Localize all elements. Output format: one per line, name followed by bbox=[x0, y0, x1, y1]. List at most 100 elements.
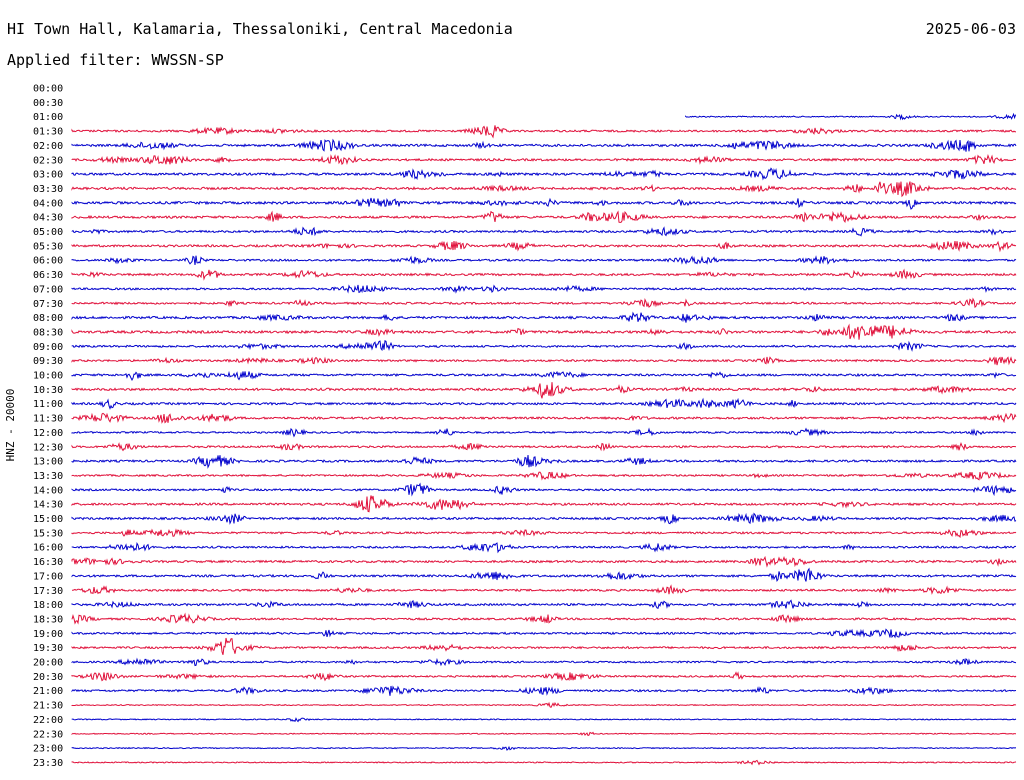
time-label: 04:00 bbox=[33, 198, 63, 209]
seismic-trace-line bbox=[71, 138, 1017, 152]
time-label: 18:00 bbox=[33, 600, 63, 611]
time-label: 16:00 bbox=[33, 543, 63, 554]
seismic-trace-line bbox=[71, 226, 1017, 237]
seismic-trace-line bbox=[71, 370, 1017, 381]
station-title: HI Town Hall, Kalamaria, Thessaloniki, C… bbox=[7, 20, 513, 38]
time-label: 19:00 bbox=[33, 629, 63, 640]
seismic-trace-line bbox=[71, 210, 1017, 223]
seismic-trace-line bbox=[71, 340, 1017, 352]
time-label: 05:00 bbox=[33, 227, 63, 238]
seismic-trace-line bbox=[71, 701, 1017, 708]
time-label: 07:30 bbox=[33, 299, 63, 310]
time-label: 17:00 bbox=[33, 571, 63, 582]
seismic-trace-line bbox=[71, 555, 1017, 568]
seismic-trace-line bbox=[71, 311, 1017, 323]
seismic-trace-line bbox=[71, 167, 1017, 181]
seismic-trace-line bbox=[71, 125, 1017, 139]
seismic-trace-line bbox=[71, 612, 1017, 625]
seismic-trace-line bbox=[71, 323, 1017, 340]
time-label: 13:00 bbox=[33, 457, 63, 468]
time-label: 02:30 bbox=[33, 155, 63, 166]
time-label: 06:00 bbox=[33, 256, 63, 267]
date-label: 2025-06-03 bbox=[925, 20, 1016, 38]
seismic-trace-line bbox=[71, 441, 1017, 452]
time-label: 14:00 bbox=[33, 485, 63, 496]
time-label: 04:30 bbox=[33, 213, 63, 224]
time-label: 22:30 bbox=[33, 729, 63, 740]
seismic-trace-line bbox=[71, 397, 1017, 410]
seismic-trace-line bbox=[71, 599, 1017, 609]
seismic-trace-line bbox=[71, 412, 1017, 424]
time-label: 18:30 bbox=[33, 614, 63, 625]
time-label: 21:00 bbox=[33, 686, 63, 697]
seismic-trace-line bbox=[71, 427, 1017, 438]
time-label: 01:00 bbox=[33, 112, 63, 123]
seismic-trace-line bbox=[71, 745, 1017, 751]
time-label: 11:30 bbox=[33, 414, 63, 425]
time-label: 03:00 bbox=[33, 170, 63, 181]
seismic-trace-line bbox=[71, 255, 1017, 265]
time-label: 20:00 bbox=[33, 658, 63, 669]
time-label: 07:00 bbox=[33, 284, 63, 295]
time-label: 20:30 bbox=[33, 672, 63, 683]
time-label: 15:00 bbox=[33, 514, 63, 525]
seismic-trace-line bbox=[71, 657, 1017, 667]
seismic-trace-line bbox=[71, 382, 1017, 399]
seismic-trace-line bbox=[71, 495, 1017, 513]
time-label: 23:00 bbox=[33, 744, 63, 755]
seismic-trace-line bbox=[71, 717, 1017, 723]
seismic-trace-line bbox=[71, 153, 1016, 166]
time-label: 00:00 bbox=[33, 84, 63, 95]
time-label: 09:00 bbox=[33, 342, 63, 353]
time-label: 00:30 bbox=[33, 98, 63, 109]
time-label: 15:30 bbox=[33, 528, 63, 539]
filter-label: Applied filter: WWSSN-SP bbox=[7, 51, 224, 69]
time-label: 12:00 bbox=[33, 428, 63, 439]
time-label: 08:00 bbox=[33, 313, 63, 324]
time-label: 23:30 bbox=[33, 758, 63, 769]
time-label: 08:30 bbox=[33, 327, 63, 338]
seismic-trace-line bbox=[71, 482, 1017, 497]
time-label: 21:30 bbox=[33, 701, 63, 712]
time-label: 12:30 bbox=[33, 442, 63, 453]
time-label: 14:30 bbox=[33, 500, 63, 511]
seismic-trace-line bbox=[71, 297, 1017, 309]
seismic-trace-line bbox=[71, 731, 1016, 737]
y-axis-label: HNZ - 20000 bbox=[4, 389, 17, 462]
seismic-trace-line bbox=[685, 112, 1017, 121]
time-label: 17:30 bbox=[33, 586, 63, 597]
seismic-trace-line bbox=[71, 454, 1017, 469]
time-label: 22:00 bbox=[33, 715, 63, 726]
seismic-trace-line bbox=[71, 284, 1017, 294]
seismic-trace-line bbox=[71, 240, 1017, 253]
time-label: 16:30 bbox=[33, 557, 63, 568]
time-label: 05:30 bbox=[33, 241, 63, 252]
time-label: 13:30 bbox=[33, 471, 63, 482]
seismic-trace-line bbox=[71, 541, 1017, 554]
seismic-trace-line bbox=[71, 181, 1017, 198]
seismic-trace-line bbox=[71, 584, 1017, 595]
time-axis-labels: 00:00 00:30 01:00 01:30 02:00 02:30 03:00 03:30… bbox=[33, 84, 63, 769]
seismic-traces bbox=[71, 112, 1017, 766]
time-label: 01:30 bbox=[33, 127, 63, 138]
seismic-trace-line bbox=[71, 567, 1017, 582]
seismic-trace-line bbox=[71, 471, 1017, 481]
time-label: 02:00 bbox=[33, 141, 63, 152]
seismic-trace-line bbox=[71, 637, 1017, 655]
seismic-trace-line bbox=[71, 356, 1017, 366]
time-label: 10:30 bbox=[33, 385, 63, 396]
time-label: 19:30 bbox=[33, 643, 63, 654]
seismic-trace-line bbox=[71, 528, 1017, 539]
seismic-trace-line bbox=[71, 671, 1017, 682]
seismic-trace-line bbox=[71, 685, 1017, 696]
time-label: 11:00 bbox=[33, 399, 63, 410]
time-label: 09:30 bbox=[33, 356, 63, 367]
time-label: 03:30 bbox=[33, 184, 63, 195]
seismic-trace-line bbox=[71, 268, 1017, 281]
seismic-trace-line bbox=[71, 628, 1017, 639]
time-label: 10:00 bbox=[33, 371, 63, 382]
seismic-trace-line bbox=[71, 759, 1017, 766]
time-label: 06:30 bbox=[33, 270, 63, 281]
seismic-trace-line bbox=[71, 197, 1017, 210]
